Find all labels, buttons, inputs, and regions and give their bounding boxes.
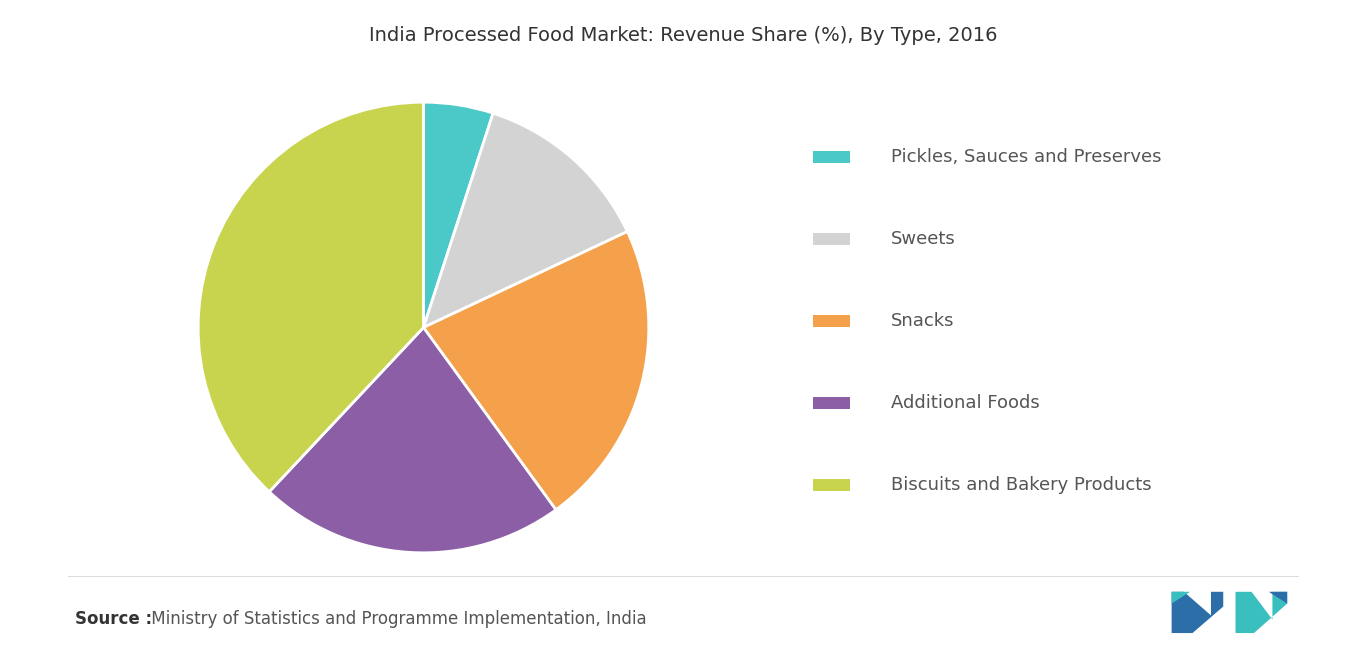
Wedge shape	[423, 232, 649, 510]
Wedge shape	[423, 113, 627, 328]
Polygon shape	[1172, 592, 1190, 604]
Text: Snacks: Snacks	[891, 312, 953, 330]
Text: Pickles, Sauces and Preserves: Pickles, Sauces and Preserves	[891, 148, 1161, 166]
Text: Additional Foods: Additional Foods	[891, 394, 1040, 412]
Text: Source :: Source :	[75, 610, 152, 628]
Wedge shape	[423, 102, 493, 328]
Wedge shape	[269, 328, 556, 553]
Text: Biscuits and Bakery Products: Biscuits and Bakery Products	[891, 476, 1152, 494]
Wedge shape	[198, 102, 423, 492]
Text: India Processed Food Market: Revenue Share (%), By Type, 2016: India Processed Food Market: Revenue Sha…	[369, 26, 997, 45]
Polygon shape	[1236, 592, 1287, 633]
Text: Ministry of Statistics and Programme Implementation, India: Ministry of Statistics and Programme Imp…	[146, 610, 646, 628]
Polygon shape	[1172, 592, 1224, 633]
Text: Sweets: Sweets	[891, 230, 955, 248]
Polygon shape	[1269, 592, 1287, 604]
